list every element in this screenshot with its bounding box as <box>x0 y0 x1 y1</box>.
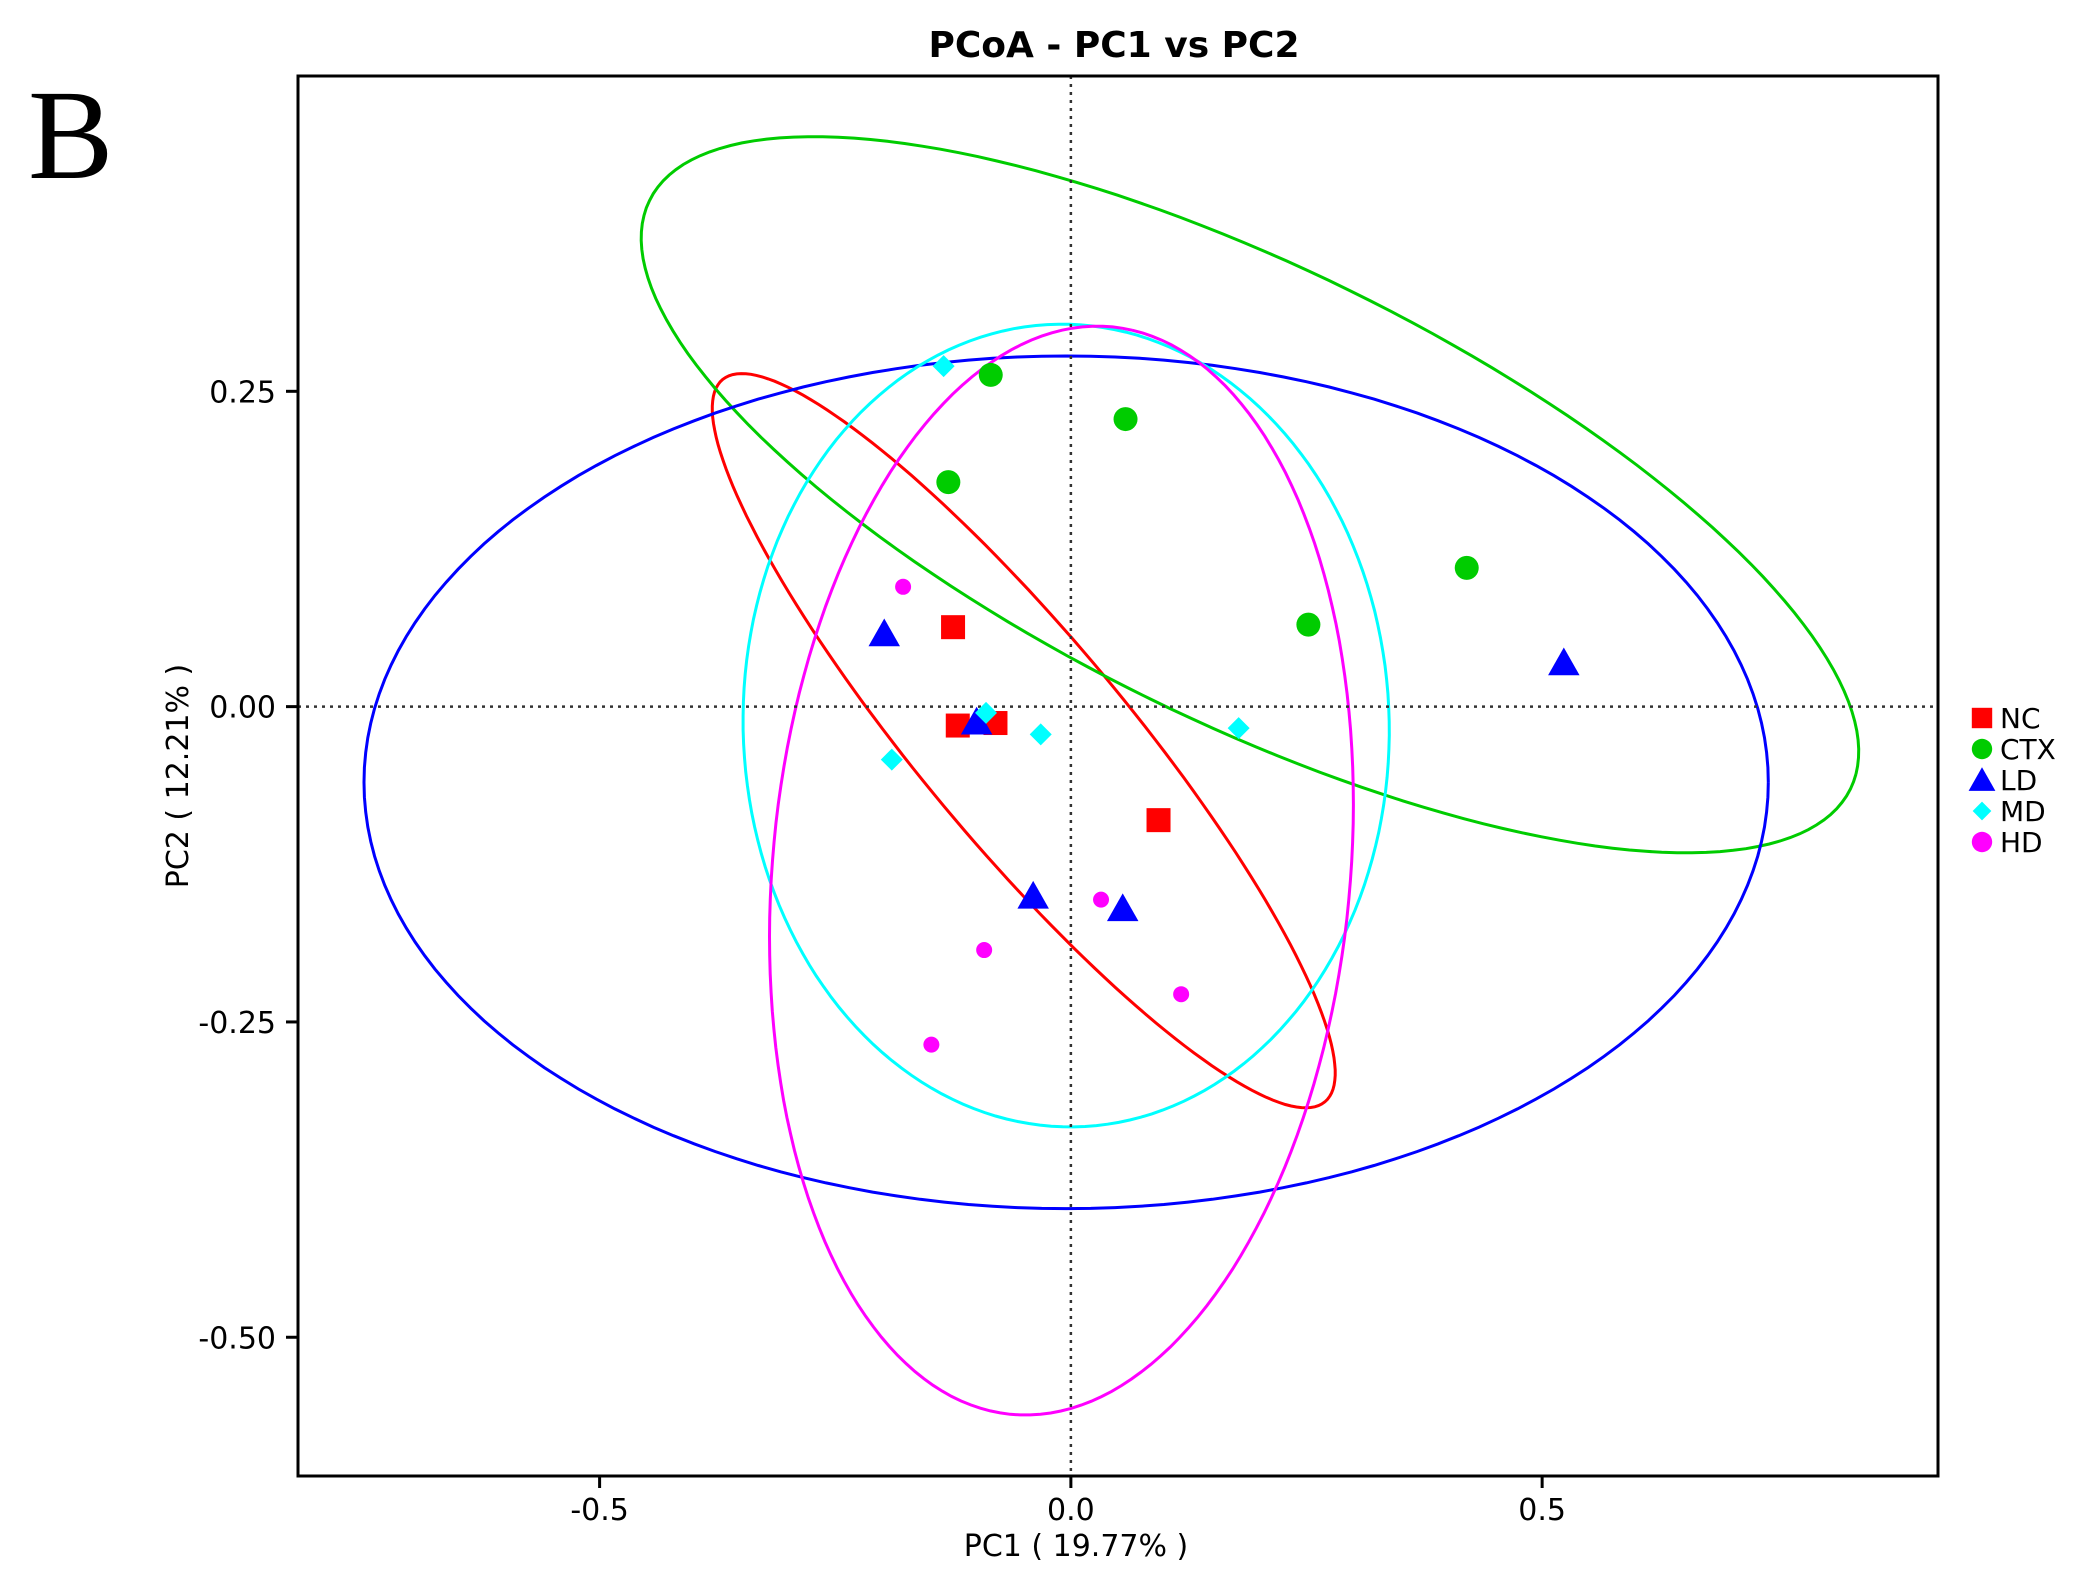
chart-title: PCoA - PC1 vs PC2 <box>928 25 1299 66</box>
legend-marker-ctx <box>1971 738 1993 760</box>
ellipse-ld <box>362 354 1770 1211</box>
ellipse-nc <box>710 372 1337 1110</box>
point-ld-2 <box>960 706 993 735</box>
x-tick-label: 0.5 <box>1518 1493 1566 1528</box>
point-md-1 <box>932 355 955 378</box>
x-tick-label: -0.5 <box>570 1493 629 1528</box>
point-md-2 <box>975 701 998 724</box>
x-axis-label: PC1 ( 19.77% ) <box>964 1529 1189 1564</box>
legend-marker-ld <box>1968 767 1996 791</box>
y-tick-label: -0.25 <box>198 1006 276 1041</box>
points-layer <box>868 355 1580 1053</box>
point-hd-4 <box>1173 986 1190 1003</box>
ellipse-md <box>741 322 1391 1129</box>
legend-label-md: MD <box>2000 795 2046 828</box>
y-tick-label: 0.25 <box>209 375 276 410</box>
legend-marker-nc <box>1971 707 1993 729</box>
ellipse-layer <box>362 135 1861 1417</box>
legend-item-ctx: CTX <box>1971 733 2056 766</box>
point-ctx-5 <box>1296 612 1321 637</box>
ellipse-ctx <box>639 135 1861 855</box>
point-ctx-4 <box>1454 555 1479 580</box>
y-axis-ticks: -0.50 -0.25 0.00 0.25 <box>198 375 298 1356</box>
legend-label-ld: LD <box>2000 764 2037 797</box>
legend-marker-hd <box>1971 831 1993 853</box>
x-tick-label: 0.0 <box>1047 1493 1095 1528</box>
point-hd-2 <box>1093 891 1110 908</box>
ellipse-hd <box>767 324 1355 1417</box>
point-ld-3 <box>1548 647 1580 676</box>
reference-lines <box>298 76 1938 1476</box>
point-ld-4 <box>1017 880 1049 909</box>
y-axis-label: PC2 ( 12.21% ) <box>161 664 196 889</box>
point-hd-1 <box>895 578 912 595</box>
point-md-4 <box>1227 717 1250 740</box>
y-tick-label: 0.00 <box>209 691 276 726</box>
x-axis-ticks: -0.5 0.0 0.5 <box>570 1476 1566 1528</box>
point-hd-5 <box>923 1036 940 1053</box>
legend-item-ld: LD <box>1968 764 2037 797</box>
legend-item-nc: NC <box>1971 702 2041 735</box>
point-md-3 <box>1029 723 1052 746</box>
point-nc-4 <box>1146 808 1171 833</box>
point-md-5 <box>880 748 903 771</box>
point-ld-5 <box>1106 893 1139 922</box>
plot-frame <box>296 74 1940 1478</box>
y-tick-label: -0.50 <box>198 1321 276 1356</box>
panel-label: B <box>28 64 113 206</box>
point-ctx-3 <box>936 470 961 495</box>
point-nc-1 <box>941 615 966 640</box>
point-hd-3 <box>976 942 993 959</box>
point-ctx-2 <box>1113 407 1138 432</box>
legend-label-ctx: CTX <box>2000 733 2056 766</box>
legend-marker-md <box>1972 801 1992 821</box>
legend-label-hd: HD <box>2000 826 2043 859</box>
point-ld-1 <box>868 618 901 647</box>
legend-item-hd: HD <box>1971 826 2043 859</box>
point-ctx-1 <box>978 362 1003 387</box>
legend-label-nc: NC <box>2000 702 2041 735</box>
legend-item-md: MD <box>1972 795 2046 828</box>
